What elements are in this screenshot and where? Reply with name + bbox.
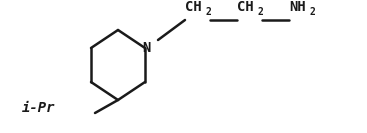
Text: 2: 2	[205, 7, 211, 17]
Text: N: N	[142, 41, 150, 55]
Text: CH: CH	[237, 0, 254, 14]
Text: 2: 2	[309, 7, 315, 17]
Text: NH: NH	[289, 0, 306, 14]
Text: i-Pr: i-Pr	[22, 101, 55, 115]
Text: 2: 2	[257, 7, 263, 17]
Text: CH: CH	[185, 0, 202, 14]
